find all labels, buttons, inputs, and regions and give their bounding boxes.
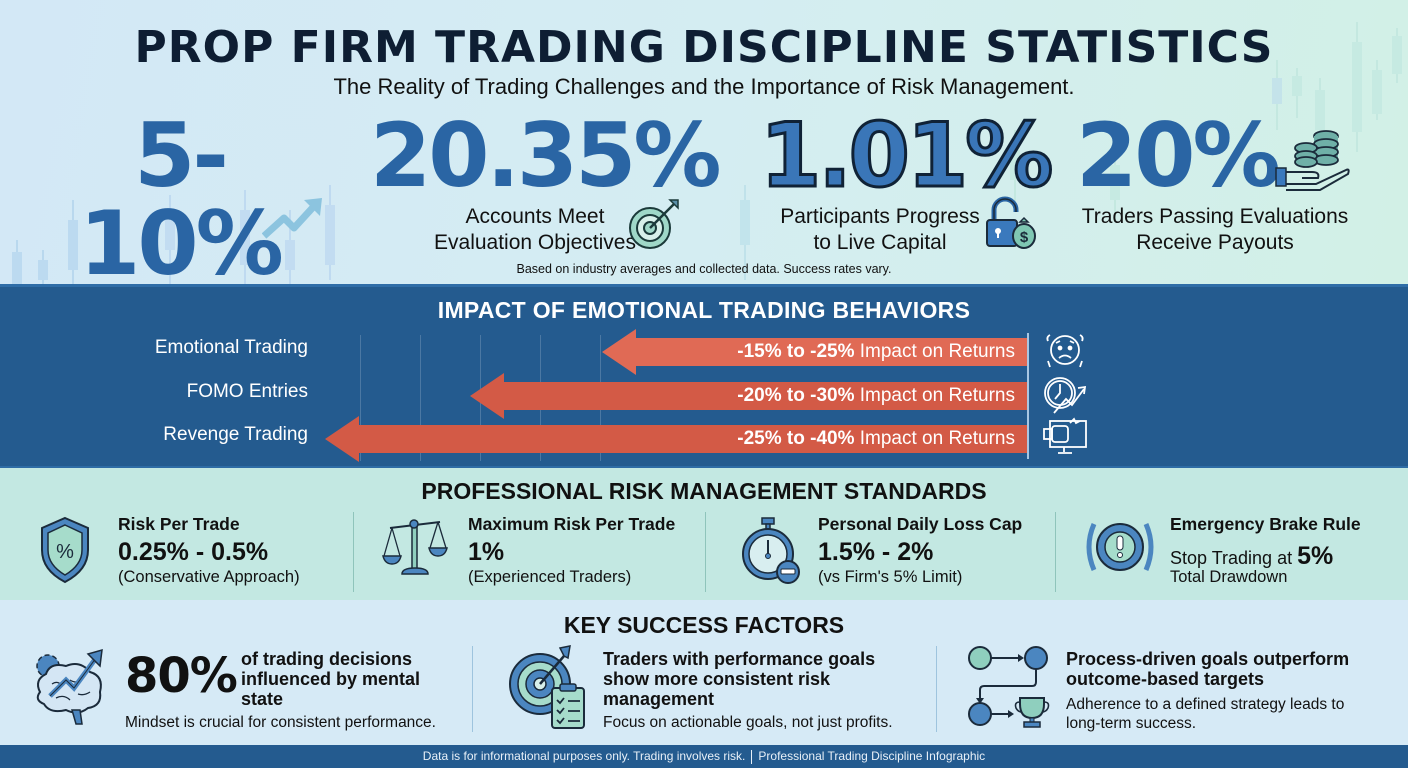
success-note: Mindset is crucial for consistent perfor…	[125, 714, 436, 731]
risk-heading: Emergency Brake Rule	[1170, 514, 1361, 534]
brain-growth-icon	[36, 648, 103, 725]
divider	[472, 646, 473, 732]
behavior-label: Emotional Trading	[154, 337, 308, 358]
stat-value: 5-10%	[79, 104, 284, 285]
svg-text:$: $	[1020, 229, 1029, 246]
risk-card-emergency-brake: Emergency Brake Rule Stop Trading at 5% …	[1084, 512, 1384, 596]
hero-section: PROP FIRM TRADING DISCIPLINE STATISTICS …	[0, 0, 1408, 284]
hero-footnote: Based on industry averages and collected…	[516, 262, 892, 276]
section-title: PROFESSIONAL RISK MANAGEMENT STANDARDS	[421, 478, 987, 504]
stat-value: 20.35%	[370, 104, 722, 207]
impact-bar-revenge-trading: -25% to -40% Impact on Returns	[325, 416, 1027, 462]
unlocked-padlock-money-bag-icon: $	[986, 196, 1036, 249]
balance-scale-icon	[382, 519, 448, 575]
background-candlestick-chart	[0, 0, 1408, 284]
trend-up-arrow-icon	[262, 198, 322, 239]
success-heading: Traders with performance goals show more …	[603, 649, 876, 709]
risk-note: Total Drawdown	[1170, 568, 1288, 586]
impact-value: -25% to -40% Impact on Returns	[737, 428, 1015, 449]
risk-heading: Maximum Risk Per Trade	[468, 514, 676, 534]
risk-value: 1.5% - 2%	[818, 538, 934, 566]
grid-line	[360, 335, 361, 461]
footer-caption: Professional Trading Discipline Infograp…	[758, 749, 986, 763]
stat-label: Accounts Meet Evaluation Objectives	[434, 205, 636, 254]
success-factors-section: KEY SUCCESS FACTORS 80% of trading decis…	[0, 600, 1408, 745]
target-icon	[629, 199, 679, 249]
stat-evaluation-objectives: 20.35% Accounts Meet Evaluation Objective…	[370, 104, 722, 256]
risk-management-section: PROFESSIONAL RISK MANAGEMENT STANDARDS %…	[0, 466, 1408, 600]
hand-coins-icon	[1275, 130, 1350, 191]
divider	[1055, 512, 1056, 592]
risk-note: (vs Firm's 5% Limit)	[818, 568, 963, 586]
stopwatch-minus-icon	[742, 517, 800, 584]
risk-card-daily-loss-cap: Personal Daily Loss Cap 1.5% - 2% (vs Fi…	[738, 512, 1058, 596]
risk-note: (Conservative Approach)	[118, 568, 300, 586]
svg-text:%: %	[56, 541, 74, 563]
impact-bar-fomo-entries: -20% to -30% Impact on Returns	[470, 373, 1027, 419]
fist-monitor-icon	[1043, 417, 1087, 454]
process-flow-trophy-icon	[968, 646, 1050, 728]
target-checklist-icon	[509, 645, 585, 729]
risk-card-risk-per-trade: % Risk Per Trade 0.25% - 0.5% (Conservat…	[38, 512, 338, 596]
stat-value: 1.01%	[759, 104, 1055, 207]
stat-label: Traders Passing Evaluations Receive Payou…	[1081, 205, 1349, 254]
emotional-trading-section: IMPACT OF EMOTIONAL TRADING BEHAVIORS Em…	[0, 284, 1408, 466]
chart-axis	[1027, 333, 1029, 459]
page-subtitle: The Reality of Trading Challenges and th…	[333, 74, 1075, 99]
behavior-label: Revenge Trading	[163, 424, 308, 445]
stat-pass-rate: 5-10% Traders Pass PropFirm Challenges	[40, 104, 320, 285]
section-title: KEY SUCCESS FACTORS	[563, 612, 845, 638]
stat-label: Participants Progress to Live Capital	[780, 205, 980, 254]
success-note: Adherence to a defined strategy leads to…	[1066, 696, 1345, 732]
impact-bar-emotional-trading: -15% to -25% Impact on Returns	[602, 329, 1027, 375]
shield-percent-icon: %	[41, 516, 89, 584]
clock-trend-icon	[1044, 377, 1087, 414]
risk-note: (Experienced Traders)	[468, 568, 632, 586]
page-title: PROP FIRM TRADING DISCIPLINE STATISTICS	[134, 22, 1274, 73]
success-heading: Process-driven goals outperform outcome-b…	[1066, 649, 1350, 689]
stat-payouts: 20% Traders Passing Evaluations Receive P…	[1060, 112, 1370, 256]
risk-card-maximum-risk: Maximum Risk Per Trade 1% (Experienced T…	[382, 512, 702, 596]
success-heading: of trading decisions influenced by mental…	[241, 649, 421, 709]
impact-value: -20% to -30% Impact on Returns	[737, 385, 1015, 406]
mental-state-percent: 80%	[125, 648, 238, 704]
divider	[353, 512, 354, 592]
divider	[705, 512, 706, 592]
risk-value: 1%	[468, 538, 505, 566]
section-title: IMPACT OF EMOTIONAL TRADING BEHAVIORS	[437, 297, 971, 323]
risk-heading: Personal Daily Loss Cap	[818, 514, 1023, 534]
stat-value: 20%	[1076, 104, 1281, 207]
success-note: Focus on actionable goals, not just prof…	[603, 714, 893, 731]
footer: Data is for informational purposes only.…	[0, 745, 1408, 768]
grid-line	[420, 335, 421, 461]
divider	[936, 646, 937, 732]
behavior-label: FOMO Entries	[186, 381, 308, 402]
anxious-face-icon	[1046, 334, 1084, 368]
footer-divider	[751, 749, 753, 764]
risk-value: Stop Trading at 5%	[1170, 542, 1334, 570]
impact-value: -15% to -25% Impact on Returns	[737, 341, 1015, 362]
brake-warning-icon	[1086, 523, 1154, 571]
risk-value: 0.25% - 0.5%	[118, 538, 269, 566]
footer-disclaimer: Data is for informational purposes only.…	[422, 749, 746, 763]
stat-live-capital: 1.01% Participants Progress to Live Capit…	[759, 104, 1055, 256]
risk-heading: Risk Per Trade	[118, 514, 240, 534]
